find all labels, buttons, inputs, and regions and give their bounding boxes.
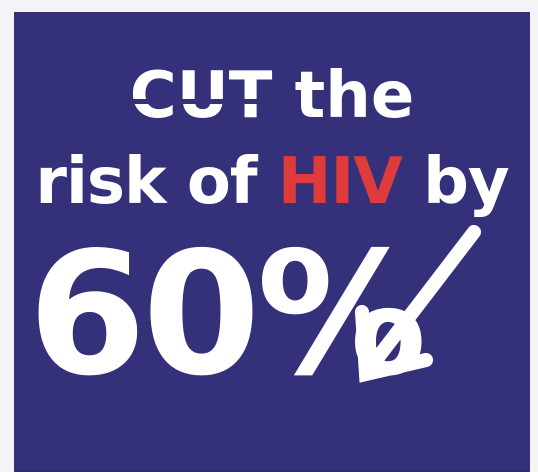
poster-bottom-edge — [14, 470, 530, 472]
risk-of-text: risk of — [35, 145, 257, 219]
headline-line-2: risk of HIV by — [14, 150, 530, 214]
cut-word: CUT — [129, 59, 273, 133]
by-text: by — [423, 145, 510, 219]
cut-slice-mark — [129, 98, 273, 104]
the-word: the — [294, 59, 415, 133]
arrow-down-left-icon — [355, 225, 481, 383]
hiv-text: HIV — [277, 145, 403, 219]
cut-text: CUT — [129, 59, 273, 133]
headline-line-1: CUT the — [14, 64, 530, 128]
poster: CUT the risk of HIV by 60% — [14, 12, 530, 472]
